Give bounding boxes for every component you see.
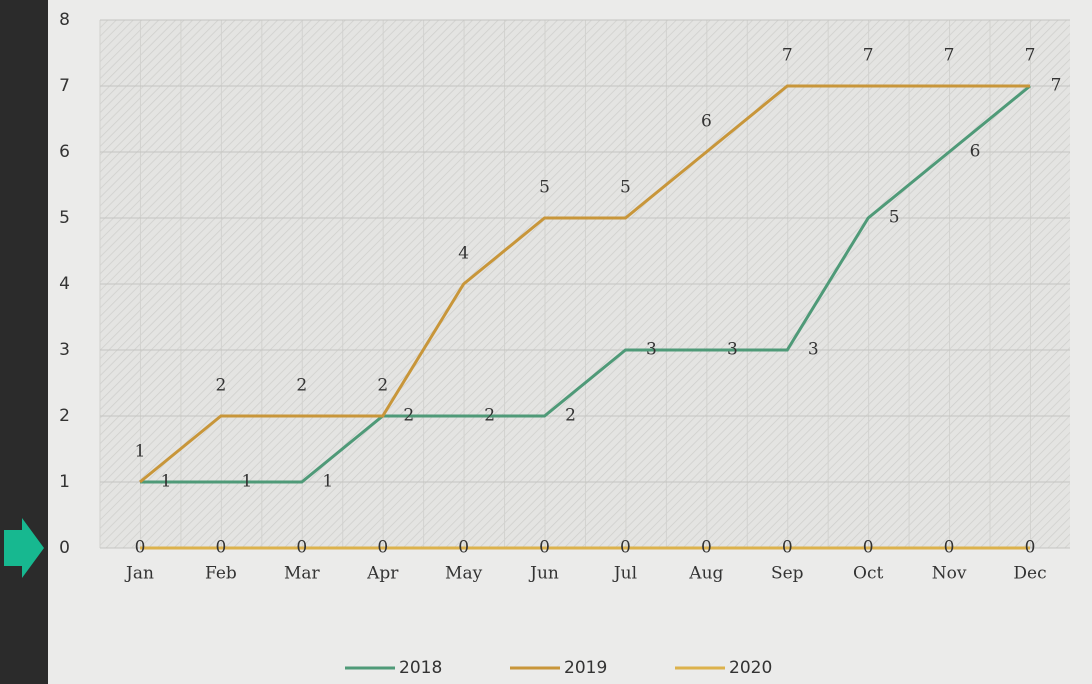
data-label: 0 — [539, 538, 550, 558]
y-tick-label: 5 — [59, 208, 70, 228]
x-tick-label: Oct — [853, 564, 883, 584]
y-tick-label: 8 — [59, 10, 70, 30]
data-label: 0 — [215, 538, 226, 558]
data-label: 7 — [863, 46, 874, 66]
x-tick-label: Apr — [366, 564, 399, 584]
data-label: 0 — [135, 538, 146, 558]
x-tick-label: Aug — [688, 564, 723, 584]
x-tick-label: Feb — [205, 564, 237, 584]
data-label: 1 — [135, 442, 146, 462]
x-tick-label: Dec — [1013, 564, 1046, 584]
data-label: 6 — [970, 142, 981, 162]
data-label: 0 — [944, 538, 955, 558]
y-tick-label: 1 — [59, 472, 70, 492]
data-label: 7 — [1025, 46, 1036, 66]
x-tick-label: Sep — [771, 564, 804, 584]
y-tick-label: 6 — [59, 142, 70, 162]
data-label: 3 — [646, 340, 657, 360]
data-label: 0 — [296, 538, 307, 558]
x-tick-label: Mar — [284, 564, 321, 584]
data-label: 2 — [484, 406, 495, 426]
data-label: 5 — [889, 208, 900, 228]
data-label: 7 — [944, 46, 955, 66]
data-label: 2 — [403, 406, 414, 426]
arrow-icon — [4, 518, 44, 578]
data-label: 0 — [377, 538, 388, 558]
data-label: 0 — [620, 538, 631, 558]
x-tick-label: Jun — [528, 564, 559, 584]
y-tick-label: 4 — [59, 274, 70, 294]
data-label: 2 — [565, 406, 576, 426]
legend-label: 2020 — [729, 658, 772, 678]
x-tick-label: Nov — [932, 564, 967, 584]
data-label: 1 — [161, 472, 172, 492]
x-tick-label: Jan — [124, 564, 154, 584]
data-label: 0 — [1025, 538, 1036, 558]
data-label: 1 — [241, 472, 252, 492]
y-tick-label: 3 — [59, 340, 70, 360]
data-label: 2 — [377, 376, 388, 396]
series-line — [140, 84, 1031, 484]
x-tick-label: May — [445, 564, 483, 584]
y-tick-label: 7 — [59, 76, 70, 96]
y-tick-label: 0 — [59, 538, 70, 558]
data-label: 1 — [322, 472, 333, 492]
data-label: 6 — [701, 112, 712, 132]
data-label: 2 — [215, 376, 226, 396]
dark-edge — [0, 0, 48, 684]
data-label: 3 — [727, 340, 738, 360]
data-label: 7 — [1051, 76, 1062, 96]
data-label: 3 — [808, 340, 819, 360]
legend-label: 2019 — [564, 658, 607, 678]
data-label: 2 — [296, 376, 307, 396]
legend-label: 2018 — [399, 658, 442, 678]
data-label: 4 — [458, 244, 469, 264]
data-label: 5 — [539, 178, 550, 198]
series-line — [139, 84, 1030, 484]
y-tick-label: 2 — [59, 406, 70, 426]
data-label: 0 — [458, 538, 469, 558]
data-label: 0 — [863, 538, 874, 558]
x-tick-label: Jul — [612, 564, 637, 584]
data-label: 0 — [701, 538, 712, 558]
data-label: 5 — [620, 178, 631, 198]
data-label: 7 — [782, 46, 793, 66]
data-label: 0 — [782, 538, 793, 558]
